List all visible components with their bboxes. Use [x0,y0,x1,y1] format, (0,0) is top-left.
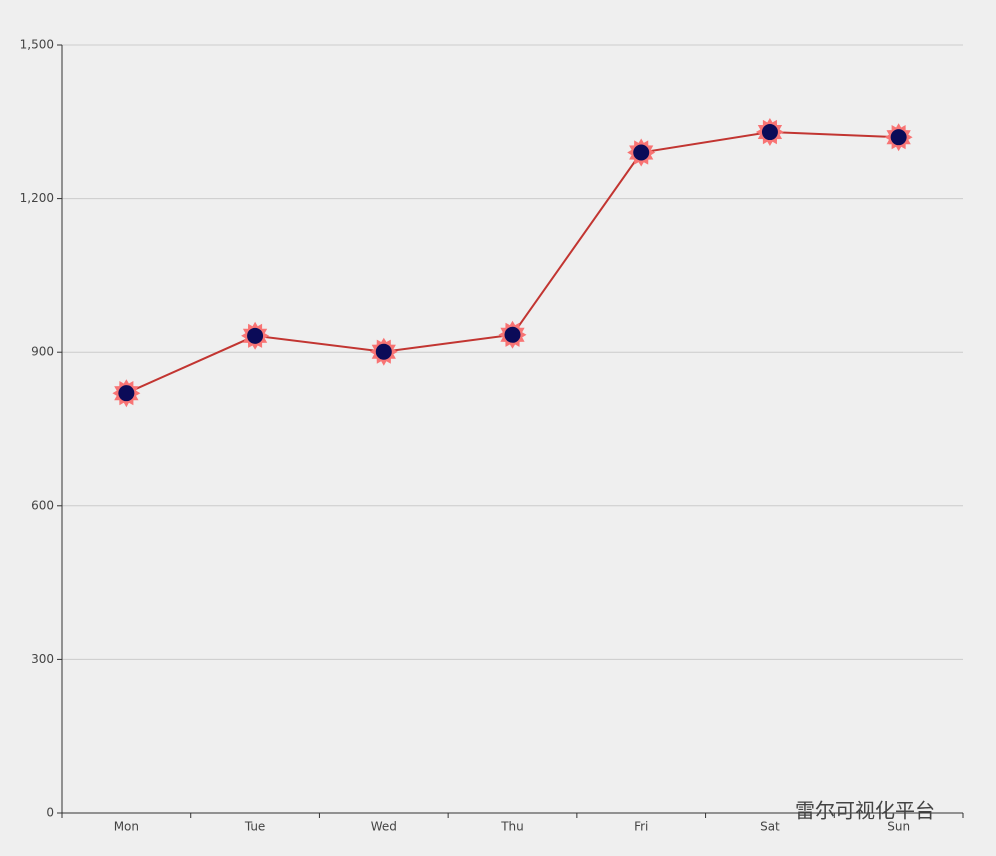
marker-dot [118,385,135,402]
y-tick-label: 1,500 [20,38,54,52]
x-tick-label: Wed [371,820,397,834]
y-tick-label: 0 [46,806,54,820]
marker-dot [504,326,521,343]
marker-dot [890,129,907,146]
y-tick-label: 600 [31,498,54,512]
y-tick-label: 900 [31,345,54,359]
marker-dot [247,327,264,344]
marker-dot [761,124,778,141]
marker-dot [375,343,392,360]
x-tick-label: Tue [244,820,266,834]
x-tick-label: Sun [887,820,910,834]
x-tick-label: Thu [500,820,524,834]
y-tick-label: 1,200 [20,191,54,205]
x-tick-label: Sat [760,820,780,834]
marker-dot [633,144,650,161]
x-tick-label: Mon [114,820,139,834]
watermark: 雷尔可视化平台 [795,799,935,823]
x-tick-label: Fri [634,820,648,834]
y-tick-label: 300 [31,652,54,666]
